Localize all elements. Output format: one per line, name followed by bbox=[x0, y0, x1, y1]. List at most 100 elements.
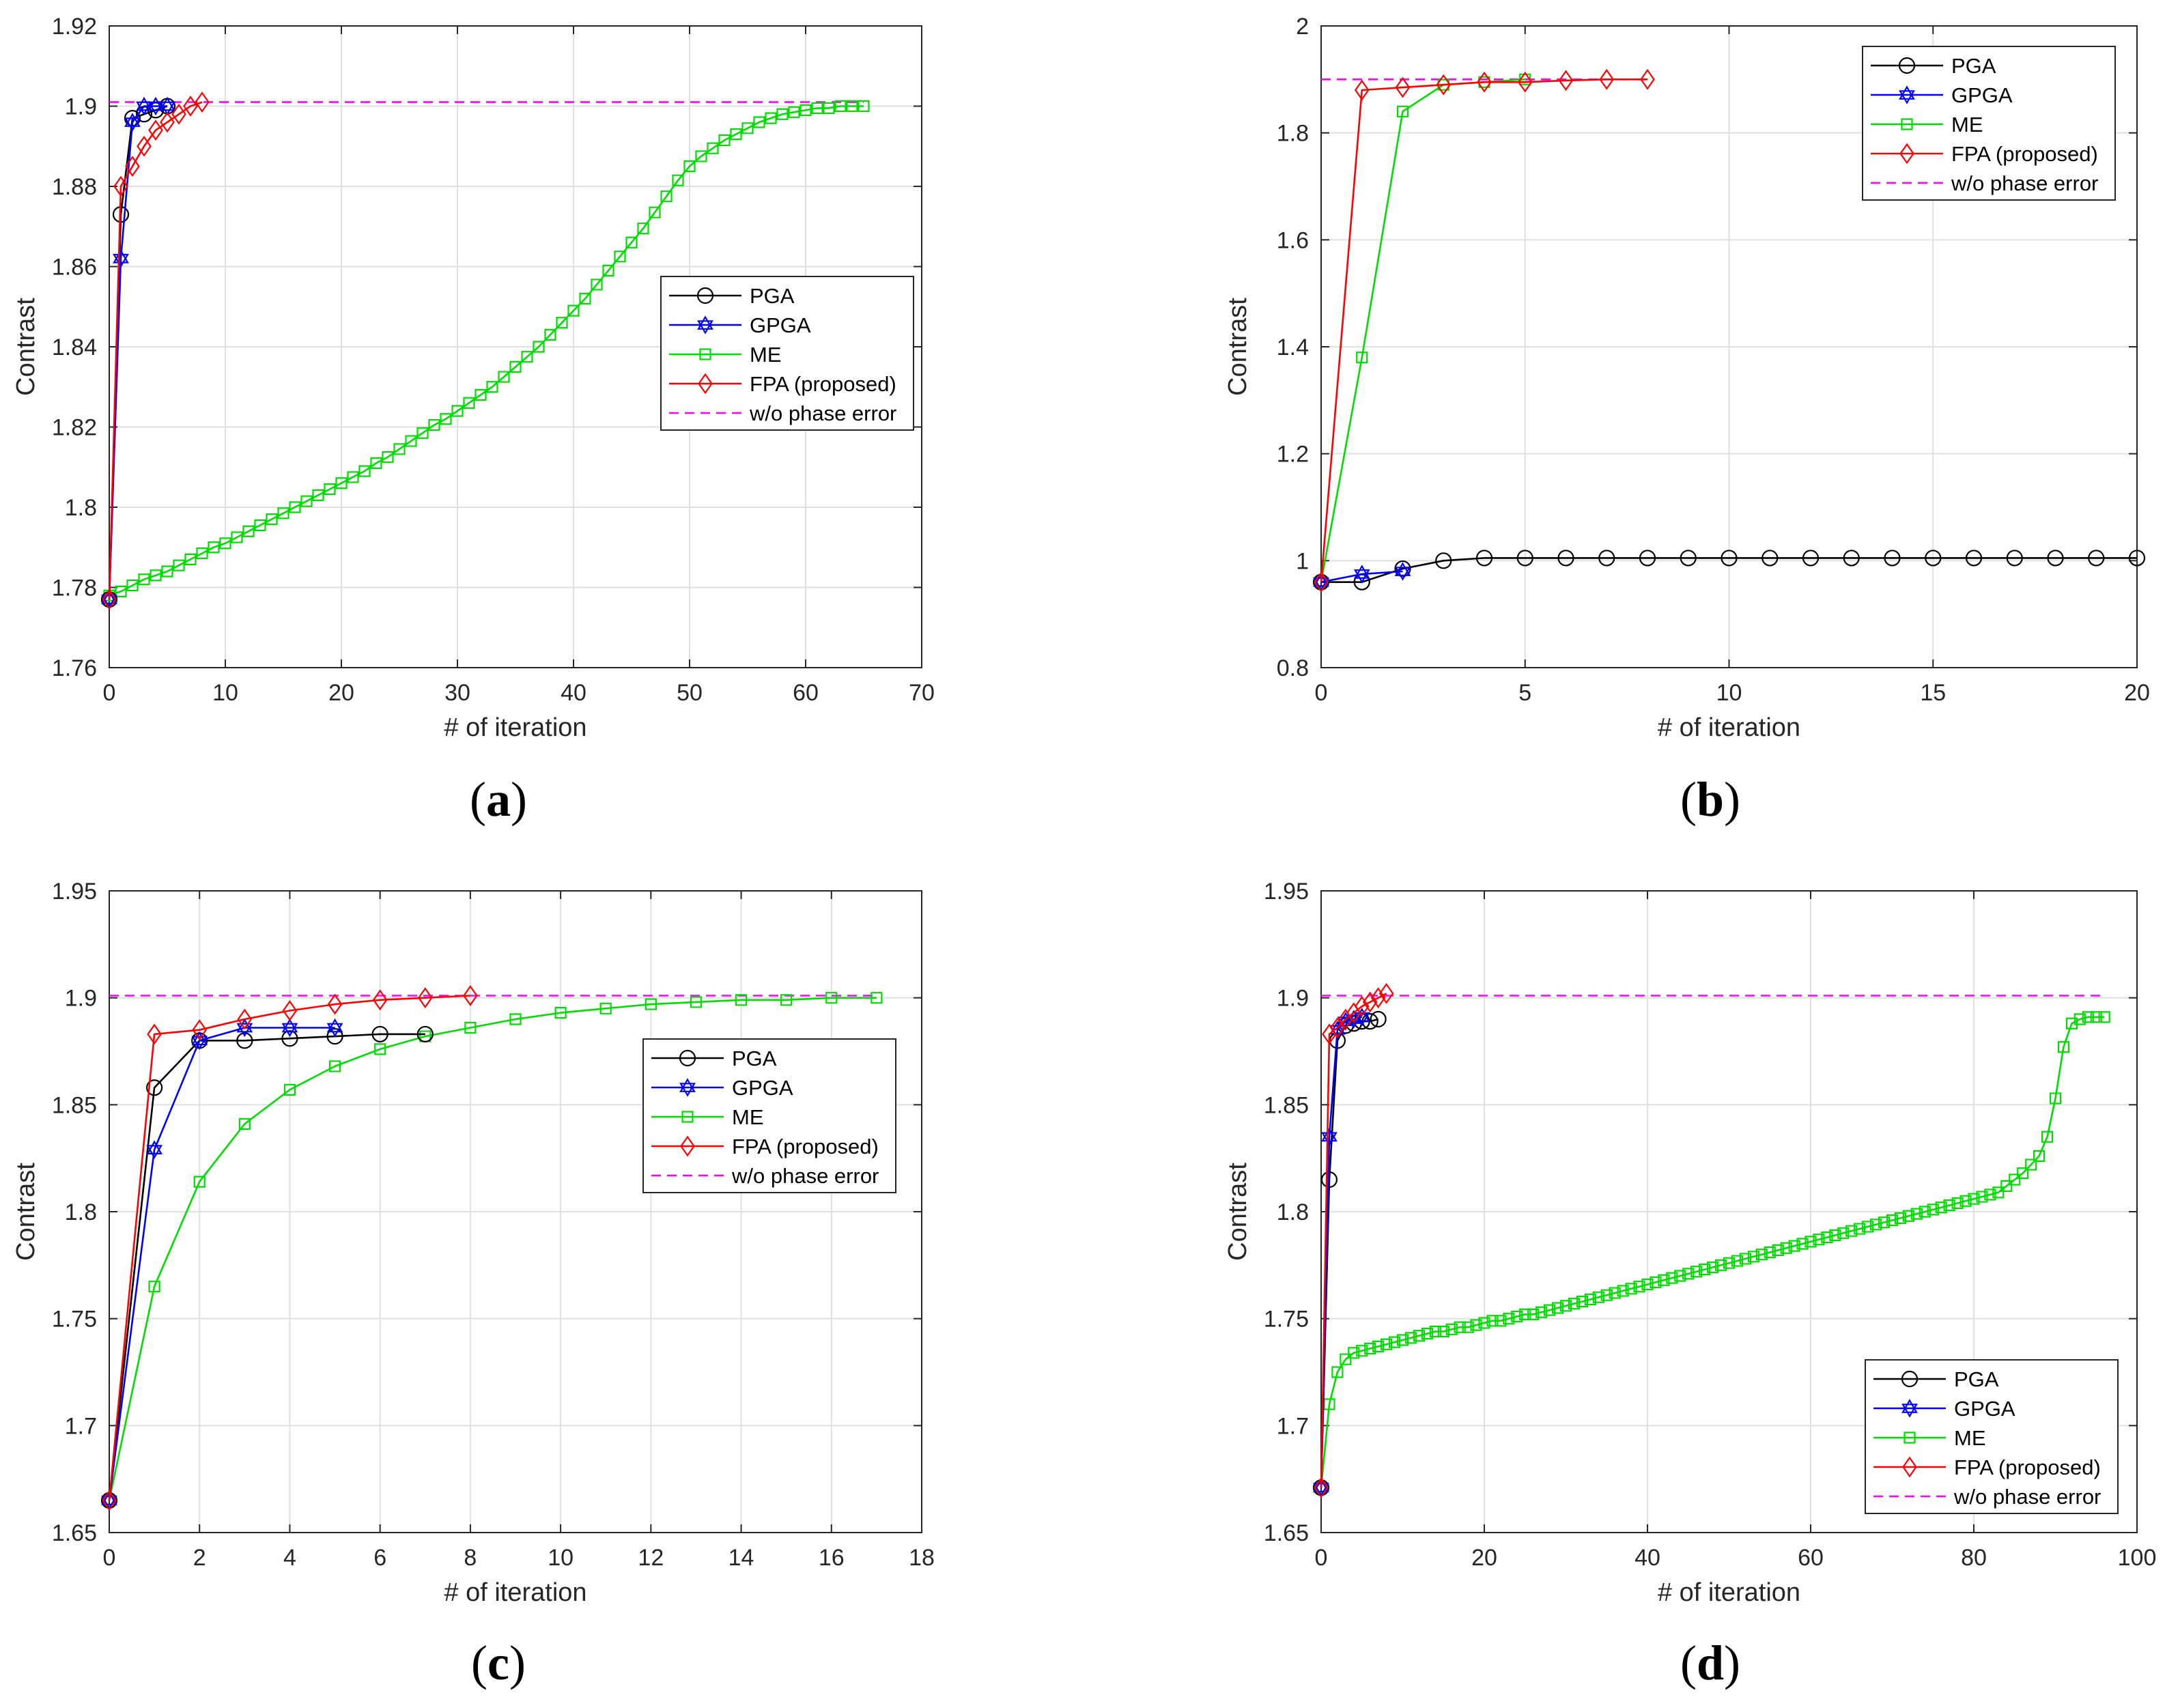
data-point-me bbox=[1821, 1232, 1833, 1244]
data-point-me bbox=[238, 1118, 251, 1130]
x-tick-label: 12 bbox=[638, 1545, 664, 1571]
data-point-fpa bbox=[1640, 68, 1655, 90]
legend-box bbox=[660, 276, 914, 431]
y-tick-label: 2 bbox=[1296, 14, 1309, 40]
panel-paren-open: ( bbox=[1680, 772, 1697, 827]
data-point-me bbox=[312, 489, 324, 501]
data-point-me bbox=[1886, 1214, 1899, 1227]
data-point-fpa bbox=[102, 588, 117, 610]
y-tick-label: 1.65 bbox=[52, 1520, 97, 1546]
data-point-fpa bbox=[417, 987, 433, 1009]
data-point-me bbox=[1650, 1276, 1662, 1288]
data-point-me bbox=[219, 537, 231, 550]
data-point-me bbox=[825, 992, 838, 1004]
data-point-me bbox=[637, 223, 649, 235]
data-point-me bbox=[1845, 1225, 1858, 1237]
data-point-me bbox=[599, 1002, 612, 1014]
y-tick-label: 1.85 bbox=[1264, 1092, 1309, 1118]
y-tick-label: 1.75 bbox=[52, 1307, 97, 1333]
x-tick-label: 0 bbox=[1315, 1545, 1328, 1571]
data-point-me bbox=[591, 279, 603, 291]
panel-letter: d bbox=[1697, 1636, 1724, 1690]
data-point-me bbox=[1331, 1366, 1344, 1378]
legend-label-gpga: GPGA bbox=[732, 1076, 793, 1100]
data-point-fpa bbox=[1517, 71, 1533, 93]
x-tick-label: 4 bbox=[283, 1545, 296, 1571]
x-axis-label: # of iteration bbox=[1658, 713, 1800, 742]
data-point-fpa bbox=[137, 135, 152, 157]
legend-marker-pga bbox=[696, 287, 714, 304]
series-fpa bbox=[1314, 982, 1394, 1498]
y-tick-label: 1.65 bbox=[1264, 1520, 1309, 1546]
data-point-fpa bbox=[1477, 71, 1492, 93]
data-point-me bbox=[231, 531, 243, 543]
data-point-fpa bbox=[463, 985, 478, 1006]
y-tick-label: 1.88 bbox=[52, 174, 97, 200]
data-point-me bbox=[645, 998, 657, 1010]
data-point-me bbox=[148, 1281, 160, 1293]
data-point-me bbox=[730, 128, 742, 141]
data-point-me bbox=[464, 1021, 477, 1034]
x-tick-label: 2 bbox=[193, 1545, 206, 1571]
chart-panel-c: 0 2 4 6 8 10 12 14 16 18 1.65 1.7 1.75 1.8 1.85 1.9 1.95… bbox=[12, 879, 935, 1690]
data-point-me bbox=[370, 457, 382, 469]
data-point-fpa bbox=[282, 1000, 298, 1021]
data-point-fpa bbox=[1314, 571, 1329, 593]
data-point-pga bbox=[1721, 550, 1738, 567]
data-point-me bbox=[1772, 1244, 1784, 1256]
series-fpa bbox=[102, 91, 210, 610]
legend-label-me: ME bbox=[1954, 1426, 1986, 1450]
data-point-me bbox=[1919, 1206, 1931, 1218]
data-point-gpga bbox=[136, 96, 152, 116]
data-point-me bbox=[1470, 1319, 1482, 1331]
data-point-me bbox=[1495, 1315, 1507, 1327]
data-point-pga bbox=[236, 1032, 253, 1049]
data-point-fpa bbox=[195, 91, 210, 113]
legend: PGA GPGA ME FPA (proposed) w/o phase error bbox=[1865, 1359, 2119, 1514]
series-line-gpga bbox=[108, 105, 167, 600]
data-point-pga bbox=[1557, 550, 1574, 567]
data-point-me bbox=[811, 102, 823, 115]
data-point-me bbox=[1445, 1323, 1458, 1335]
data-point-me bbox=[1854, 1223, 1866, 1235]
data-point-me bbox=[2025, 1158, 2037, 1171]
data-point-fpa bbox=[1314, 1477, 1329, 1498]
legend-label-pga: PGA bbox=[750, 284, 795, 308]
data-point-me bbox=[463, 397, 475, 409]
data-point-me bbox=[208, 541, 220, 554]
legend-marker-fpa bbox=[1902, 1456, 1917, 1478]
data-point-me bbox=[871, 992, 883, 1004]
data-point-me bbox=[335, 477, 348, 489]
data-point-me bbox=[1527, 1308, 1540, 1320]
data-point-me bbox=[428, 418, 440, 431]
x-tick-label: 40 bbox=[561, 680, 586, 706]
y-tick-label: 1.7 bbox=[1277, 1413, 1309, 1439]
data-point-me bbox=[1511, 1310, 1523, 1323]
data-point-pga bbox=[1843, 550, 1860, 567]
data-point-me bbox=[2017, 1167, 2029, 1180]
data-point-pga bbox=[146, 1079, 163, 1096]
data-point-me bbox=[1951, 1197, 1964, 1210]
data-point-me bbox=[498, 371, 510, 383]
chart-panel-d: 0 20 40 60 80 100 1.65 1.7 1.75 1.8 1.85 1.9 1.95 # o… bbox=[1223, 879, 2156, 1690]
data-point-me bbox=[1878, 1216, 1891, 1229]
data-point-me bbox=[2065, 1017, 2078, 1029]
data-point-me bbox=[1943, 1199, 1955, 1212]
data-point-me bbox=[300, 495, 313, 507]
x-tick-label: 14 bbox=[728, 1545, 754, 1571]
x-tick-label: 80 bbox=[1961, 1545, 1987, 1571]
data-point-me bbox=[173, 559, 185, 571]
panel-paren-open: ( bbox=[1680, 1636, 1697, 1690]
data-point-me bbox=[1592, 1291, 1604, 1303]
legend-label-pga: PGA bbox=[1954, 1367, 1999, 1391]
legend-label-me: ME bbox=[732, 1105, 764, 1129]
y-axis-label: Contrast bbox=[12, 298, 40, 396]
data-point-me bbox=[196, 547, 208, 560]
data-point-me bbox=[1976, 1191, 1988, 1203]
data-point-pga bbox=[1761, 550, 1779, 567]
data-point-me bbox=[358, 465, 371, 477]
y-tick-label: 1.85 bbox=[52, 1092, 97, 1118]
data-point-fpa bbox=[1599, 68, 1615, 90]
data-point-fpa bbox=[327, 993, 343, 1015]
panel-paren-close: ) bbox=[509, 1636, 526, 1690]
